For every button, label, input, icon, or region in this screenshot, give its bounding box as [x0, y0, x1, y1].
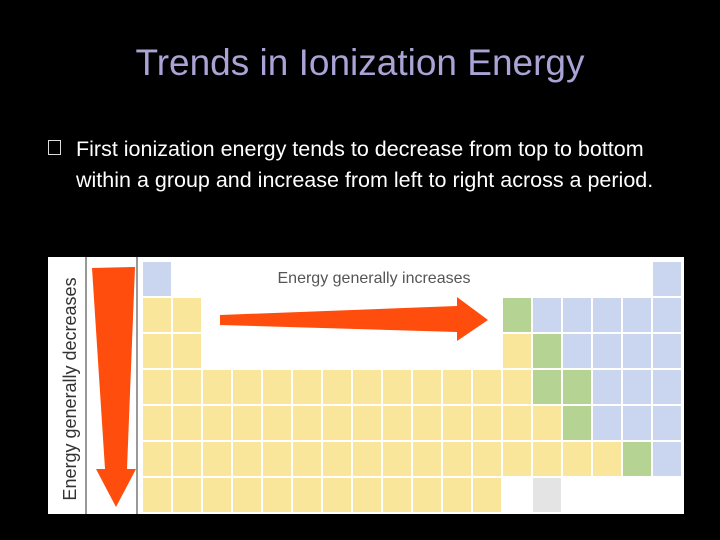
- element-cell: [323, 406, 351, 440]
- element-cell: [323, 478, 351, 512]
- element-cell: [563, 406, 591, 440]
- element-cell: [173, 334, 201, 368]
- element-cell: [593, 298, 621, 332]
- element-cell: [533, 334, 561, 368]
- element-cell: [473, 442, 501, 476]
- slide-title: Trends in Ionization Energy: [135, 42, 585, 83]
- element-cell: [383, 406, 411, 440]
- element-cell: [443, 406, 471, 440]
- element-cell: [443, 442, 471, 476]
- element-cell: [473, 406, 501, 440]
- element-cell: [563, 442, 591, 476]
- vertical-down-arrow: [92, 267, 136, 507]
- bullet-text: First ionization energy tends to decreas…: [76, 137, 654, 192]
- element-cell: [203, 370, 231, 404]
- element-cell: [503, 370, 531, 404]
- element-cell: [143, 442, 171, 476]
- horizontal-arrow-label: Energy generally increases: [278, 270, 471, 287]
- element-cell: [323, 442, 351, 476]
- element-cell: [443, 370, 471, 404]
- element-cell: [143, 262, 171, 296]
- element-cell: [623, 334, 651, 368]
- element-cell: [383, 478, 411, 512]
- element-cell: [203, 442, 231, 476]
- element-cell: [623, 442, 651, 476]
- element-cell: [473, 370, 501, 404]
- element-cell: [173, 370, 201, 404]
- element-cell: [293, 406, 321, 440]
- element-cell: [143, 478, 171, 512]
- element-cell: [143, 406, 171, 440]
- element-cell: [263, 406, 291, 440]
- element-cell: [533, 406, 561, 440]
- element-cell: [623, 370, 651, 404]
- vertical-arrow-label: Energy generally decreases: [60, 277, 80, 500]
- element-cell: [413, 370, 441, 404]
- element-cell: [653, 406, 681, 440]
- element-cell: [413, 442, 441, 476]
- element-cell: [353, 478, 381, 512]
- element-cell: [593, 406, 621, 440]
- element-cell: [383, 370, 411, 404]
- element-cell: [533, 442, 561, 476]
- element-cell: [173, 478, 201, 512]
- element-cell: [383, 442, 411, 476]
- element-cell: [293, 478, 321, 512]
- element-cell: [353, 406, 381, 440]
- element-cell: [653, 262, 681, 296]
- element-cell: [473, 478, 501, 512]
- element-cell: [443, 478, 471, 512]
- element-cell: [263, 442, 291, 476]
- element-cell: [353, 442, 381, 476]
- element-cell: [173, 298, 201, 332]
- element-cell: [263, 370, 291, 404]
- element-cell: [413, 478, 441, 512]
- element-cell: [143, 298, 171, 332]
- element-cell: [503, 298, 531, 332]
- element-cell: [293, 370, 321, 404]
- element-cell: [593, 370, 621, 404]
- element-cell: [653, 442, 681, 476]
- element-cell: [533, 298, 561, 332]
- periodic-trend-figure: Energy generally decreases Energy genera…: [48, 257, 684, 514]
- element-cell: [653, 298, 681, 332]
- element-cell: [323, 370, 351, 404]
- element-cell: [233, 370, 261, 404]
- element-cell: [563, 370, 591, 404]
- element-cell: [143, 370, 171, 404]
- element-cell: [653, 334, 681, 368]
- element-cell: [143, 334, 171, 368]
- element-cell: [563, 298, 591, 332]
- element-cell: [353, 370, 381, 404]
- element-cell: [233, 478, 261, 512]
- element-cell: [503, 334, 531, 368]
- element-cell: [563, 334, 591, 368]
- element-cell: [623, 406, 651, 440]
- element-cell: [593, 334, 621, 368]
- element-cell: [233, 442, 261, 476]
- element-cell: [533, 370, 561, 404]
- element-cell: [413, 406, 441, 440]
- horizontal-right-arrow: [220, 297, 488, 341]
- element-cell: [203, 406, 231, 440]
- element-cells: [143, 262, 681, 512]
- element-cell: [623, 298, 651, 332]
- element-cell: [653, 370, 681, 404]
- element-cell: [233, 406, 261, 440]
- element-cell: [503, 442, 531, 476]
- element-cell: [503, 406, 531, 440]
- element-cell: [593, 442, 621, 476]
- element-cell: [173, 406, 201, 440]
- element-cell: [173, 442, 201, 476]
- element-cell: [263, 478, 291, 512]
- square-bullet-icon: [48, 140, 61, 155]
- element-cell: [533, 478, 561, 512]
- periodic-table-graphic: Energy generally decreases Energy genera…: [60, 257, 681, 514]
- element-cell: [203, 478, 231, 512]
- element-cell: [293, 442, 321, 476]
